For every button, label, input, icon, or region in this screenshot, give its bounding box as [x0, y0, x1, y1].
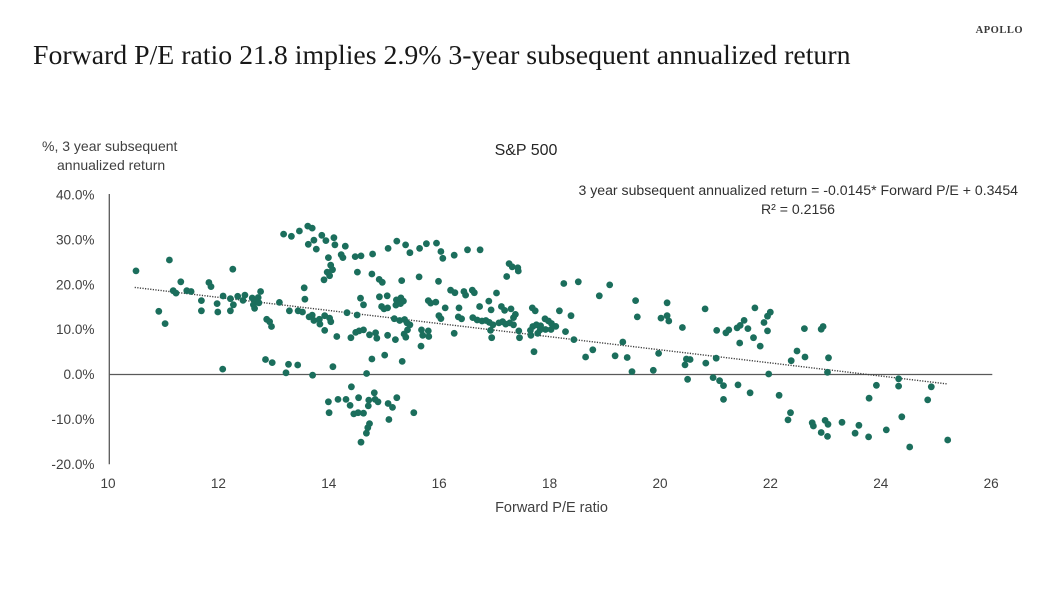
- svg-text:0.0%: 0.0%: [64, 367, 95, 382]
- svg-text:10: 10: [100, 476, 116, 491]
- svg-text:20: 20: [652, 476, 668, 491]
- svg-text:26: 26: [984, 476, 999, 491]
- svg-text:3 year subsequent annualized r: 3 year subsequent annualized return = -0…: [578, 182, 1018, 198]
- svg-text:Forward P/E ratio: Forward P/E ratio: [495, 500, 608, 516]
- svg-text:%, 3 year subsequent: %, 3 year subsequent: [42, 138, 178, 154]
- svg-text:10.0%: 10.0%: [56, 322, 95, 337]
- svg-text:S&P 500: S&P 500: [495, 142, 558, 159]
- svg-text:Forward P/E ratio 21.8 implies: Forward P/E ratio 21.8 implies 2.9% 3-ye…: [33, 40, 851, 71]
- svg-text:14: 14: [321, 476, 337, 491]
- svg-text:20.0%: 20.0%: [56, 277, 95, 292]
- svg-text:annualized return: annualized return: [57, 157, 165, 173]
- svg-text:24: 24: [873, 476, 889, 491]
- svg-text:R² = 0.2156: R² = 0.2156: [761, 201, 835, 217]
- svg-text:40.0%: 40.0%: [56, 188, 95, 203]
- svg-text:12: 12: [211, 476, 226, 491]
- svg-text:18: 18: [542, 476, 557, 491]
- svg-text:30.0%: 30.0%: [56, 233, 95, 248]
- svg-text:-10.0%: -10.0%: [51, 412, 94, 427]
- svg-text:22: 22: [763, 476, 778, 491]
- svg-text:16: 16: [432, 476, 447, 491]
- svg-text:-20.0%: -20.0%: [51, 457, 94, 472]
- svg-text:APOLLO: APOLLO: [976, 25, 1023, 36]
